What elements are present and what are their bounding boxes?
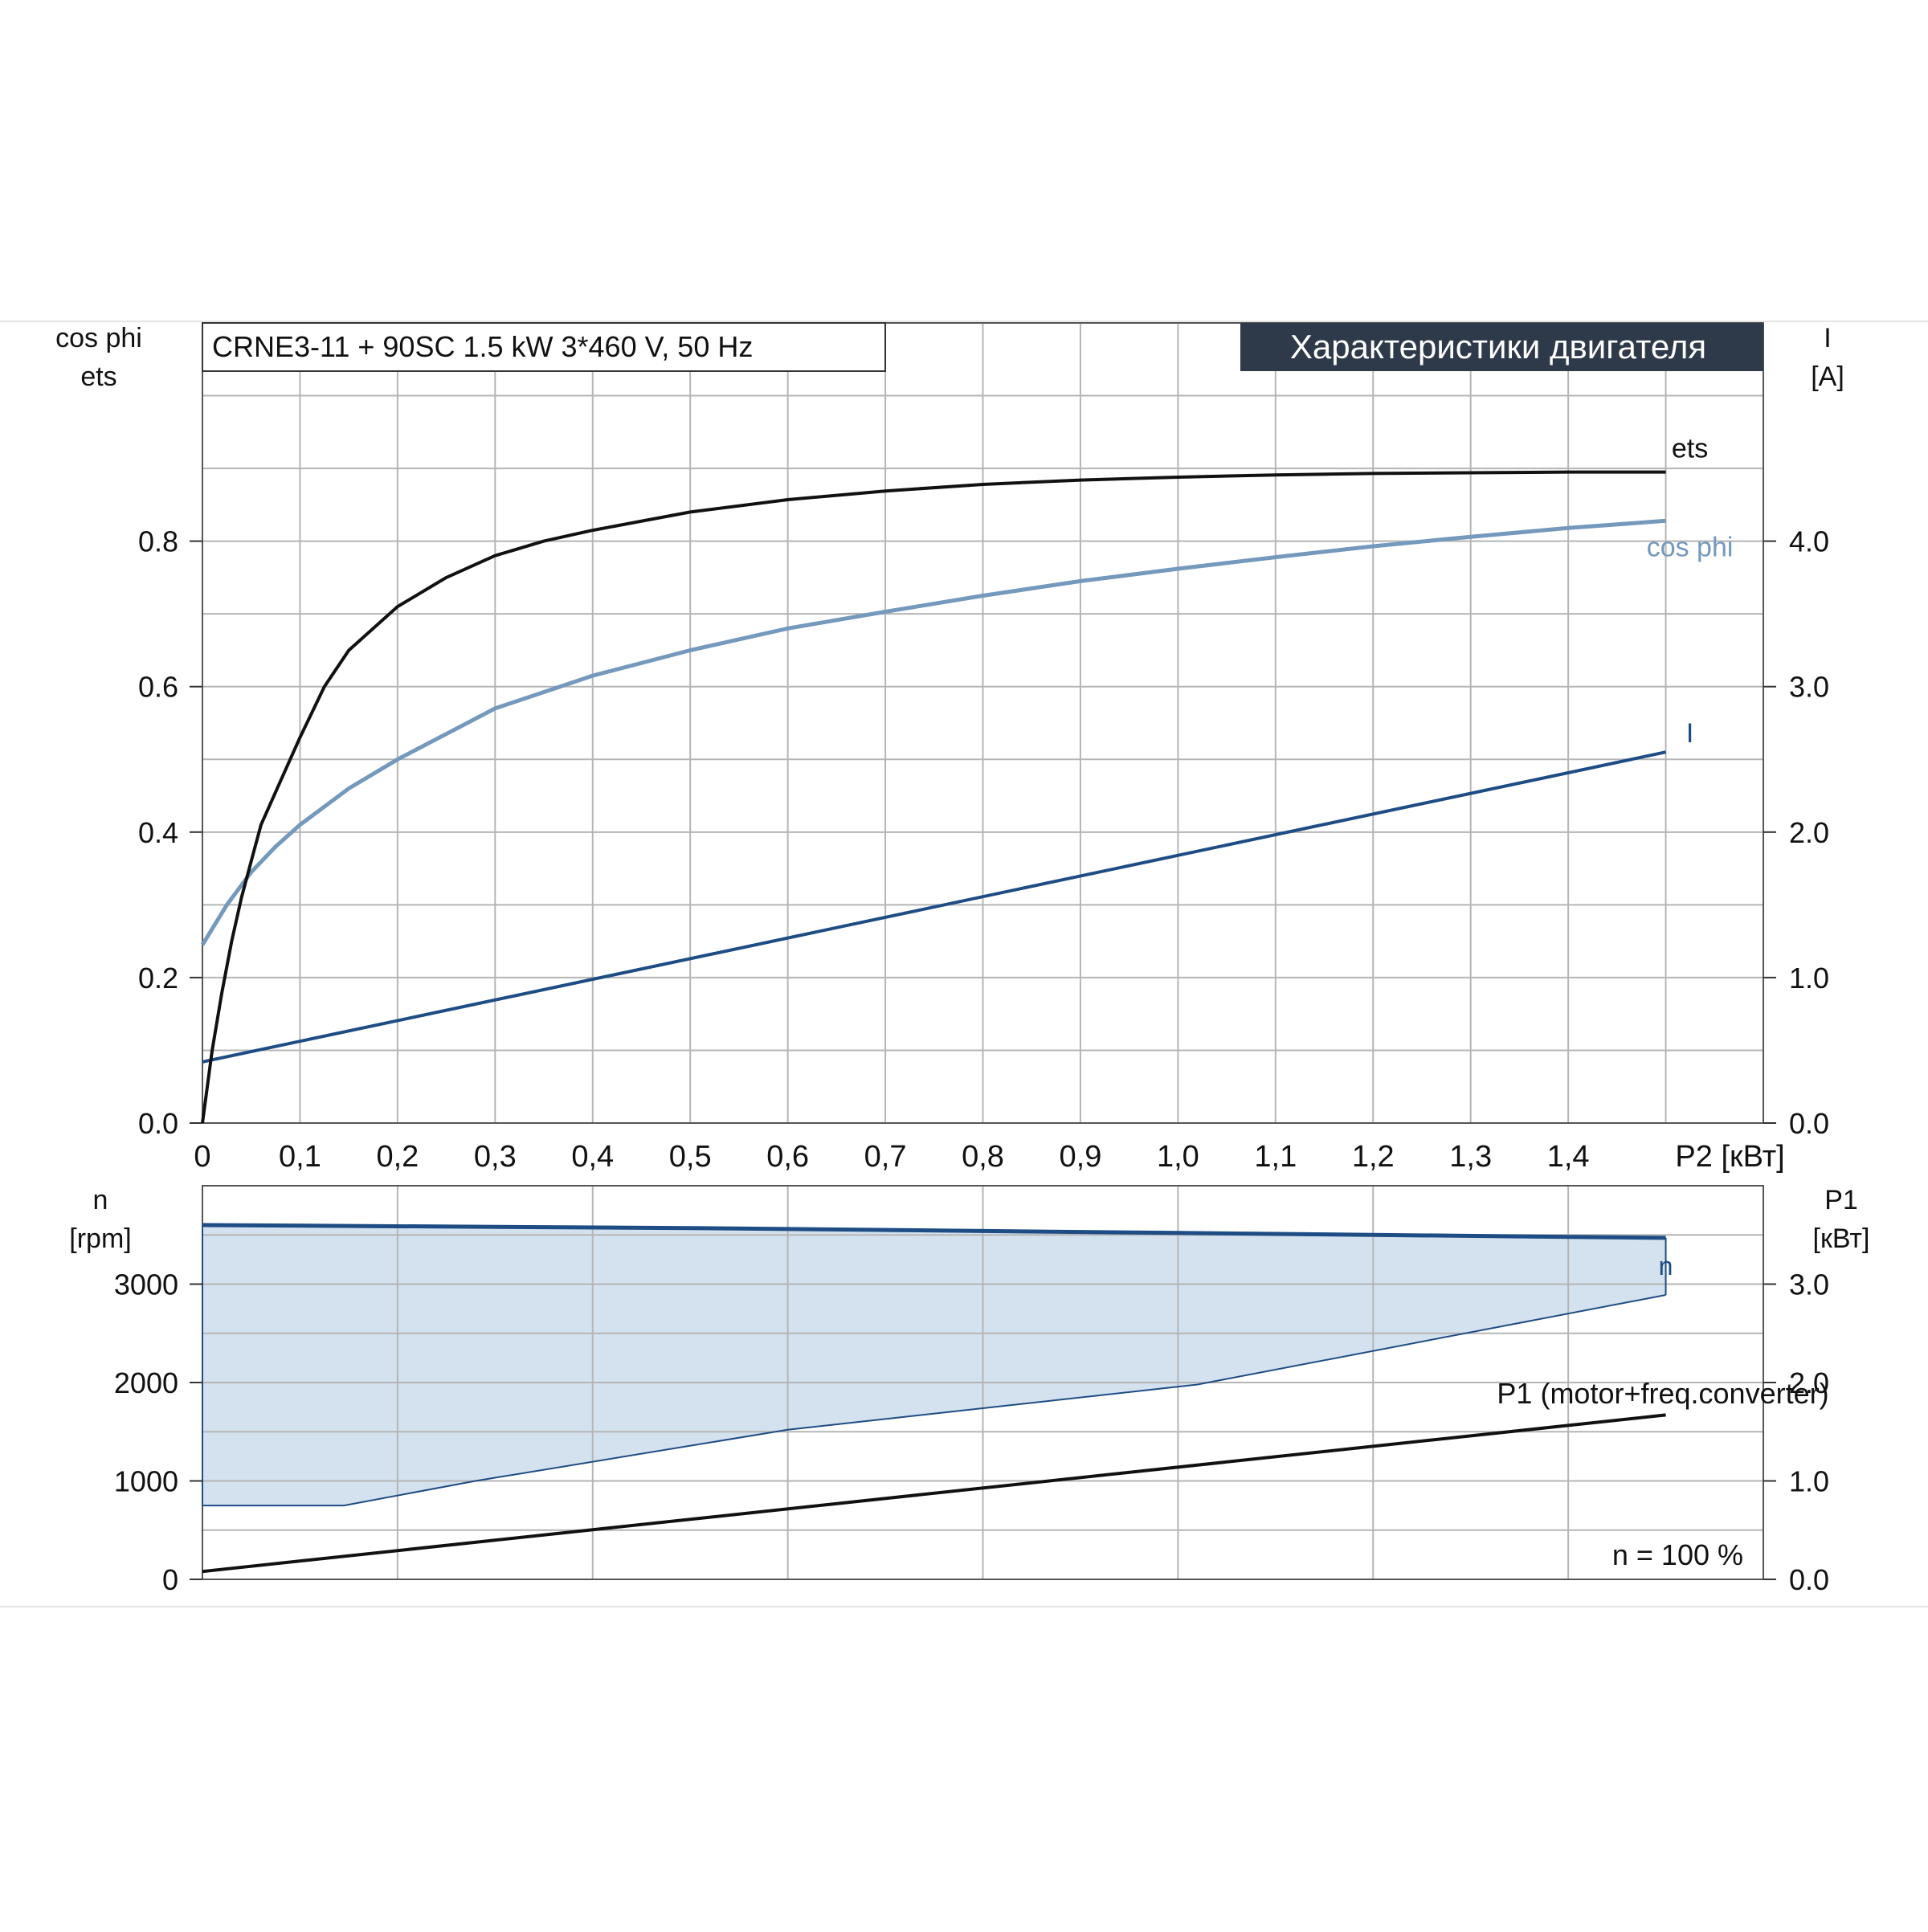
left-y-tick-label: 0.4 xyxy=(138,816,178,849)
badge-box xyxy=(1240,323,1763,371)
x-tick-label: 1,3 xyxy=(1449,1140,1492,1174)
bottom-left-y-tick-label: 1000 xyxy=(114,1465,178,1498)
title-box xyxy=(202,322,886,372)
top-plot-border xyxy=(202,322,1764,1124)
right-y-tick-label: 4.0 xyxy=(1789,525,1829,558)
left-y-tick-label: 0.6 xyxy=(138,671,178,704)
left-axis-label-ets: ets xyxy=(80,361,116,392)
series-line-cosphi xyxy=(200,518,1666,946)
series-line-speed xyxy=(202,1223,1666,1240)
bottom-right-axis-label-unit: [кВт] xyxy=(1813,1223,1870,1254)
bottom-left-y-tick-label: 0 xyxy=(162,1563,178,1596)
right-y-tick-label: 0.0 xyxy=(1789,1107,1829,1140)
right-y-tick-label: 1.0 xyxy=(1789,962,1829,995)
series-label-p1: P1 (motor+freq.converter) xyxy=(1497,1377,1828,1410)
x-tick-label: 1,4 xyxy=(1547,1140,1590,1174)
series-label-ets: ets xyxy=(1672,434,1708,464)
series-line-ets xyxy=(201,470,1666,1124)
speed-note: n = 100 % xyxy=(1612,1538,1743,1571)
bottom-left-axis-label-rpm: [rpm] xyxy=(69,1223,131,1254)
chart-title: CRNE3-11 + 90SC 1.5 kW 3*460 V, 50 Hz xyxy=(212,330,753,363)
series-label-speed: n xyxy=(1659,1252,1673,1281)
series-line-current xyxy=(202,750,1667,1064)
speed-range-area xyxy=(202,1225,1666,1506)
x-tick-label: 0,1 xyxy=(279,1140,321,1174)
bottom-right-y-tick-label: 0.0 xyxy=(1789,1563,1829,1596)
x-tick-label: 0,6 xyxy=(766,1140,809,1174)
x-tick-label: 0,3 xyxy=(474,1140,517,1174)
bottom-right-y-tick-label: 2.0 xyxy=(1789,1366,1829,1399)
badge-title: Характеристики двигателя xyxy=(1290,328,1706,366)
right-axis-label-unit: [A] xyxy=(1811,361,1844,392)
series-label-current: I xyxy=(1686,718,1693,749)
bottom-right-y-tick-label: 3.0 xyxy=(1789,1268,1829,1301)
x-tick-label: 0,9 xyxy=(1060,1140,1102,1174)
x-tick-label: 0,8 xyxy=(962,1140,1004,1174)
right-y-tick-label: 3.0 xyxy=(1789,671,1829,704)
bottom-right-axis-label-p1: P1 xyxy=(1824,1185,1858,1215)
right-axis-label-current: I xyxy=(1824,323,1831,353)
series-line-min-speed xyxy=(202,1294,1666,1507)
x-tick-label: 1,2 xyxy=(1352,1140,1395,1174)
x-tick-label: 0,5 xyxy=(669,1140,712,1174)
x-tick-label: 0,4 xyxy=(571,1140,614,1174)
series-label-cosphi: cos phi xyxy=(1647,532,1734,562)
left-y-tick-label: 0.8 xyxy=(138,525,178,558)
bottom-right-y-tick-label: 1.0 xyxy=(1789,1465,1829,1498)
right-y-tick-label: 2.0 xyxy=(1789,816,1829,849)
bottom-left-axis-label-n: n xyxy=(93,1185,108,1215)
bottom-left-y-tick-label: 3000 xyxy=(114,1268,178,1301)
x-axis-label: P2 [кВт] xyxy=(1675,1140,1784,1174)
left-y-tick-label: 0.2 xyxy=(138,962,178,995)
left-axis-label-cosphi: cos phi xyxy=(55,323,142,353)
bottom-left-y-tick-label: 2000 xyxy=(114,1366,178,1399)
series-line-p1 xyxy=(202,1413,1666,1574)
x-tick-label: 0,7 xyxy=(864,1140,907,1174)
x-tick-label: 0 xyxy=(194,1140,210,1174)
x-tick-label: 0,2 xyxy=(376,1140,419,1174)
x-tick-label: 1,1 xyxy=(1254,1140,1297,1174)
left-y-tick-label: 0.0 xyxy=(138,1107,178,1140)
x-tick-label: 1,0 xyxy=(1157,1140,1199,1174)
